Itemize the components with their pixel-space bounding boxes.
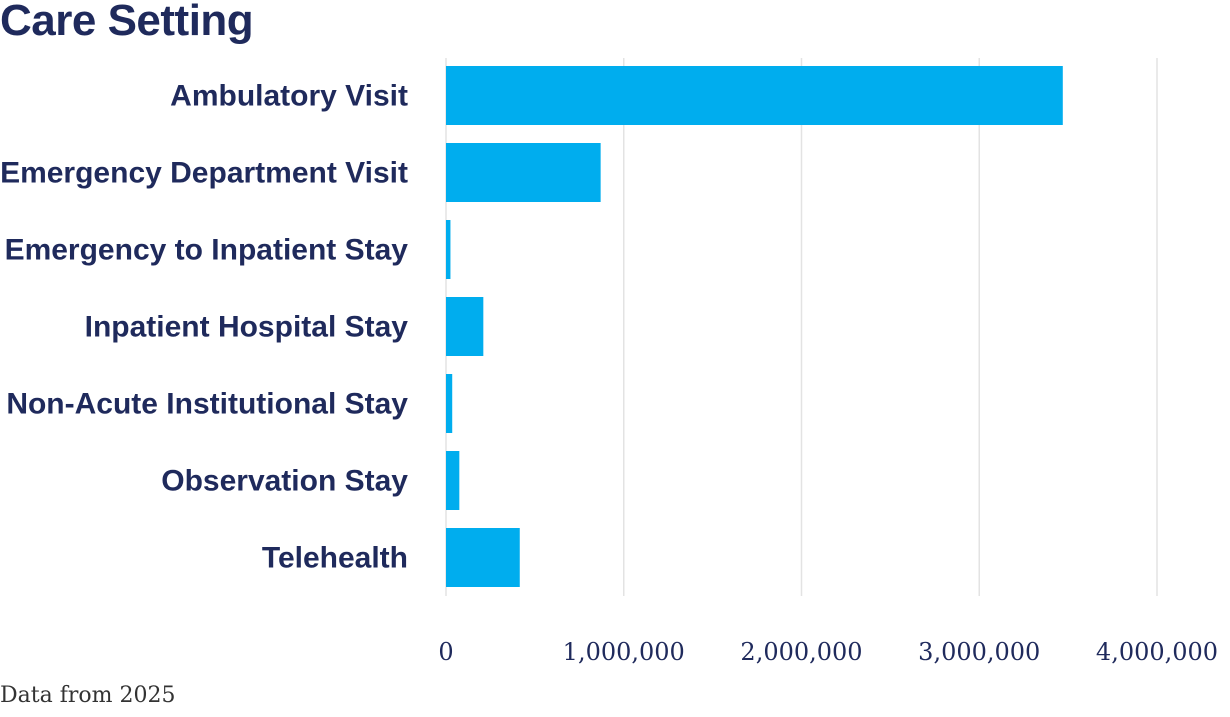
bar (446, 297, 484, 356)
bar-chart: Ambulatory Visit Emergency Department Vis… (0, 58, 1218, 666)
x-tick-label: 4,000,000 (1096, 638, 1218, 666)
x-tick-label: 3,000,000 (918, 638, 1040, 666)
bars (446, 66, 1063, 587)
bar (446, 143, 601, 202)
footnote: Data from 2025 (0, 683, 176, 708)
bar (446, 451, 460, 510)
bar (446, 220, 451, 279)
x-tick-label: 1,000,000 (563, 638, 685, 666)
bar (446, 374, 453, 433)
category-label: Non-Acute Institutional Stay (6, 388, 408, 421)
x-tick-label: 0 (438, 638, 453, 666)
category-label: Emergency to Inpatient Stay (5, 234, 409, 267)
grid-lines (445, 58, 1158, 596)
bar (446, 66, 1063, 125)
bar (446, 528, 520, 587)
category-label: Observation Stay (161, 465, 408, 498)
category-label: Ambulatory Visit (170, 80, 408, 113)
x-axis-tick-labels: 0 1,000,000 2,000,000 3,000,000 4,000,000 (438, 638, 1218, 666)
category-label: Telehealth (262, 542, 408, 575)
category-labels: Ambulatory Visit Emergency Department Vis… (0, 80, 408, 575)
x-tick-label: 2,000,000 (740, 638, 862, 666)
category-label: Inpatient Hospital Stay (85, 311, 409, 344)
chart-title: Care Setting (0, 0, 254, 45)
category-label: Emergency Department Visit (0, 157, 408, 190)
